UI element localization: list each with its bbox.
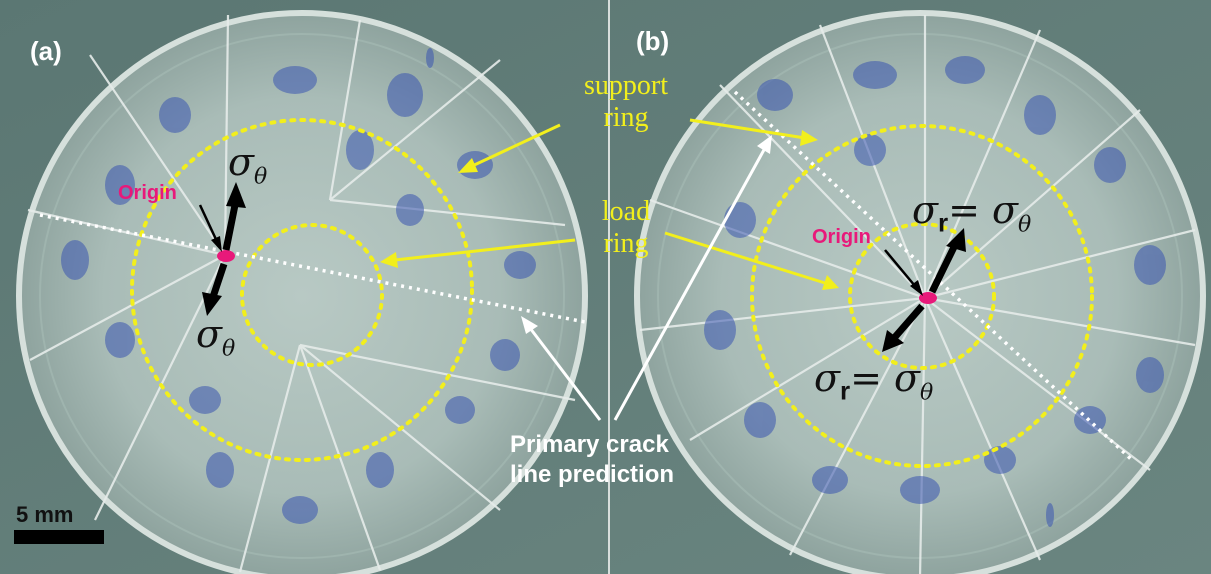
sigma-symbol: σ bbox=[912, 188, 938, 232]
origin-pointer-head-b bbox=[910, 280, 923, 296]
load-ring-leaders bbox=[380, 231, 839, 290]
equals-sign: = bbox=[948, 188, 980, 232]
stress-arrows-a bbox=[202, 182, 246, 316]
sigma-symbol: σ bbox=[228, 140, 254, 184]
sigma-r-theta-top-b: σr= σθ bbox=[912, 188, 1031, 239]
r-subscript: r bbox=[937, 207, 949, 238]
crack-line-b bbox=[733, 90, 1134, 462]
equals-sign: = bbox=[850, 356, 882, 400]
sigma-theta-top-a: σθ bbox=[228, 140, 267, 190]
load-ring-label: load ring bbox=[566, 196, 686, 260]
sigma-r-theta-bottom-b: σr= σθ bbox=[814, 356, 933, 407]
sigma-symbol: σ bbox=[992, 188, 1018, 232]
load-ring-label-line1: load bbox=[601, 196, 651, 227]
theta-subscript: θ bbox=[919, 380, 934, 406]
origin-dot-b bbox=[919, 292, 937, 304]
panel-label-b: (b) bbox=[636, 26, 670, 56]
sigma-symbol: σ bbox=[196, 312, 222, 356]
sigma-theta-bottom-a: σθ bbox=[196, 312, 235, 362]
support-ring-label-line1: support bbox=[584, 70, 668, 101]
r-subscript: r bbox=[839, 375, 851, 406]
stress-arrows-b bbox=[882, 228, 966, 352]
support-ring-label: support ring bbox=[566, 70, 686, 134]
theta-subscript: θ bbox=[221, 336, 236, 362]
scale-bar-label: 5 mm bbox=[16, 502, 74, 527]
support-ring-b bbox=[750, 124, 1094, 468]
load-ring-b bbox=[848, 222, 996, 370]
origin-label-b: Origin bbox=[812, 226, 871, 248]
panel-label-a: (a) bbox=[30, 36, 62, 66]
support-ring-label-line2: ring bbox=[603, 102, 649, 133]
crack-line-leaders bbox=[521, 135, 772, 421]
ink-marks-a bbox=[61, 48, 536, 524]
disc-a bbox=[16, 10, 588, 574]
sigma-symbol: σ bbox=[894, 356, 920, 400]
support-ring-leaders bbox=[458, 118, 818, 173]
origin-dot-a bbox=[217, 250, 235, 262]
theta-subscript: θ bbox=[253, 164, 268, 190]
origin-pointer-head-a bbox=[211, 236, 222, 252]
sigma-symbol: σ bbox=[814, 356, 840, 400]
scale-bar bbox=[14, 530, 104, 544]
support-ring-a bbox=[130, 118, 474, 462]
theta-subscript: θ bbox=[1017, 212, 1032, 238]
crack-line-label-line1: Primary crack bbox=[510, 431, 669, 458]
origin-label-a: Origin bbox=[118, 182, 177, 204]
load-ring-a bbox=[240, 223, 384, 367]
crack-line-label: Primary crack line prediction bbox=[510, 430, 674, 490]
load-ring-label-line2: ring bbox=[603, 228, 649, 259]
crack-line-label-line2: line prediction bbox=[510, 461, 675, 488]
